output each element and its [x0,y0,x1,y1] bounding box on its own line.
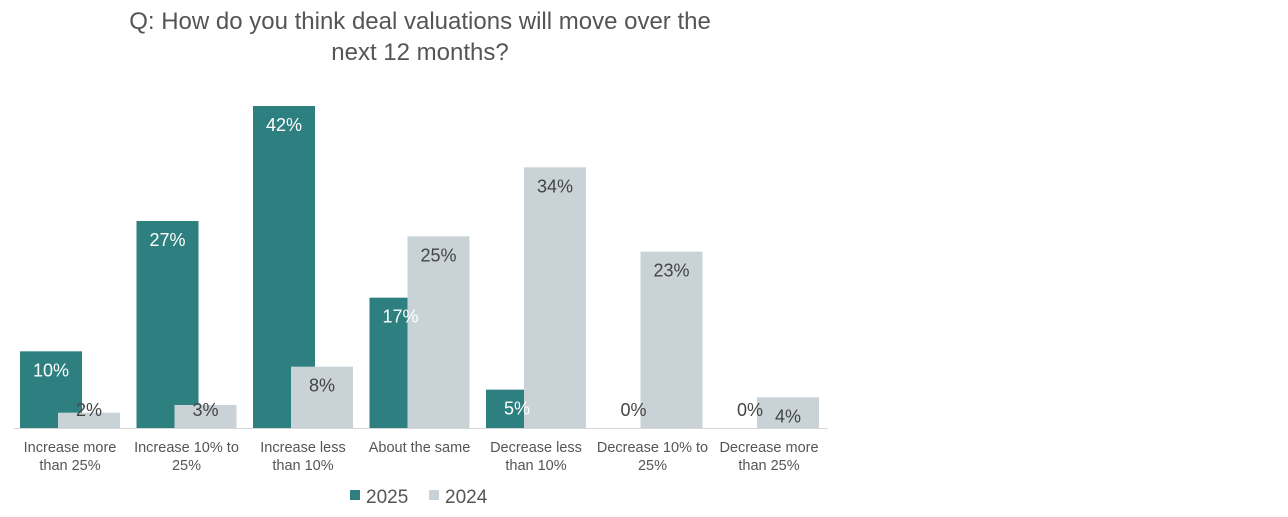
value-label-2024-6: 4% [775,406,801,426]
category-label: than 10% [272,458,333,474]
value-label-2024-3: 25% [420,245,456,265]
category-label: 25% [172,458,201,474]
value-labels-group: 10% 27% 42% 17% 5% 0% 0% 2% 3% 8% 25% 34% 23% 4% [33,115,801,426]
category-label: Decrease more [719,440,818,456]
category-label: Increase 10% to [134,440,239,456]
legend-swatch-2024 [429,490,439,500]
chart-title: Q: How do you think deal valuations will… [129,8,711,66]
value-label-2024-5: 23% [653,261,689,281]
legend-label-2025: 2025 [366,487,408,508]
category-label: than 10% [505,458,566,474]
chart-title-line: next 12 months? [331,39,508,66]
category-label: 25% [638,458,667,474]
category-label: than 25% [738,458,799,474]
bar-2025-1 [136,221,199,428]
bar-2024-6 [757,397,819,428]
value-label-2024-4: 34% [537,176,573,196]
value-label-2025-4: 5% [504,399,530,419]
chart-title-line: Q: How do you think deal valuations will… [129,8,711,35]
category-label: than 25% [39,458,100,474]
category-labels-group: Increase more than 25% Increase 10% to 25% I… [24,440,819,474]
category-label: Decrease 10% to [597,440,708,456]
category-label: Increase less [260,440,345,456]
value-label-2025-1: 27% [149,230,185,250]
bar-2024-3 [407,236,470,428]
category-label: Increase more [24,440,117,456]
category-label: Decrease less [490,440,582,456]
value-label-2024-0: 2% [76,400,102,420]
bar-2024-5 [640,251,703,428]
value-label-2025-5: 0% [620,400,646,420]
value-label-2025-0: 10% [33,360,69,380]
bar-2024-1 [174,405,237,428]
bar-2024-0 [58,412,120,428]
category-label: About the same [369,440,471,456]
legend-swatch-2025 [350,490,360,500]
value-label-2025-2: 42% [266,115,302,135]
legend: 2025 2024 [350,487,488,508]
value-label-2024-1: 3% [192,400,218,420]
value-label-2025-3: 17% [382,307,418,327]
value-label-2024-2: 8% [309,376,335,396]
value-label-2025-6: 0% [737,400,763,420]
bar-2024-2 [291,366,353,428]
bar-2024-4 [524,167,586,429]
legend-label-2024: 2024 [445,487,488,508]
bars-group [20,106,819,429]
